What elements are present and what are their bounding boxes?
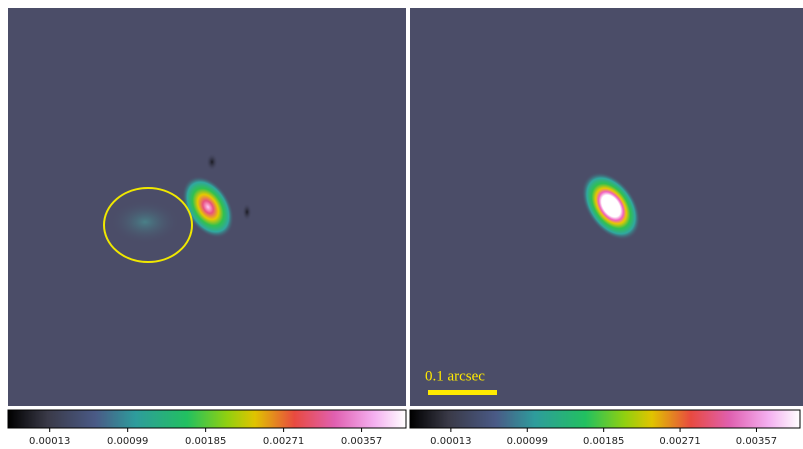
colorbar-tick-label: 0.00357: [341, 436, 382, 447]
colorbar-tick-label: 0.00271: [659, 436, 700, 447]
colorbar-tick-label: 0.00099: [107, 436, 148, 447]
colorbar-tick-label: 0.00099: [507, 436, 548, 447]
colorbar-tick-label: 0.00357: [736, 436, 777, 447]
colorbar-tick-label: 0.00185: [583, 436, 624, 447]
colorbar: [410, 410, 800, 428]
colorbar-tick-label: 0.00013: [430, 436, 471, 447]
right-image: [410, 8, 803, 406]
colorbar-tick-label: 0.00013: [29, 436, 70, 447]
colorbar-tick-label: 0.00185: [185, 436, 226, 447]
colorbar-tick-label: 0.00271: [263, 436, 304, 447]
figure: 0.00013 0.00099 0.00185 0.00271 0.00357 0.000…: [0, 0, 803, 449]
scale-bar-label: 0.1 arcsec: [425, 368, 485, 384]
colorbar: [8, 410, 406, 428]
left-image: [8, 8, 406, 406]
